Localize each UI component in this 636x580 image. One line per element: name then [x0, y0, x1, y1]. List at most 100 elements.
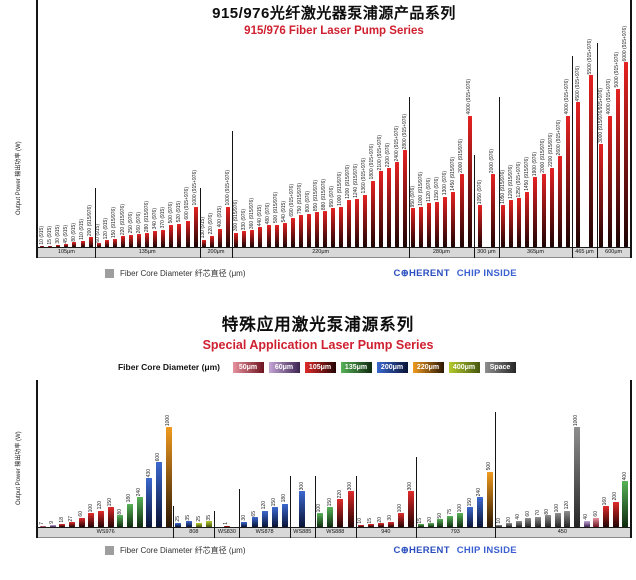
- bar-unit: 950 (976): [409, 186, 417, 247]
- bar-unit: 2200 (915/976): [548, 133, 556, 247]
- bar-value-label: 65: [251, 510, 257, 517]
- group-divider: [214, 510, 216, 538]
- bar-value-label: 950 (976): [329, 185, 336, 208]
- bar: [367, 524, 374, 527]
- group-axis-label: 940: [355, 527, 416, 538]
- bar-value-label: 80: [116, 508, 123, 515]
- bar-unit: 35: [184, 515, 194, 527]
- bar-value-label: 50: [436, 512, 443, 519]
- group-divider: [94, 187, 96, 258]
- bar-row: 4500 (915+976) 5500 (915+976): [572, 0, 597, 247]
- bar-unit: 1: [214, 522, 239, 527]
- group-axis-label: WS976: [38, 527, 174, 538]
- bar-value-label: 1450 (915/976): [523, 156, 530, 191]
- bar-unit: 1000 (915+976): [192, 170, 200, 247]
- bar-unit: 360 (915/976): [248, 198, 256, 247]
- bar-value-label: 15 (915): [46, 225, 53, 245]
- bar-unit: 180: [280, 494, 290, 527]
- bar-row: 10 15 20 30 100 300: [356, 380, 416, 527]
- bar-value-label: 690 (915+976): [289, 183, 296, 217]
- bar-unit: 150: [106, 498, 116, 527]
- bar-unit: 1200 (915/976): [507, 165, 515, 247]
- bar: [515, 520, 522, 527]
- bar-unit: 10 (915): [38, 226, 46, 247]
- bar-value-label: 1000 (915+976): [192, 170, 199, 206]
- bar-value-label: 500 (915/976): [273, 192, 280, 224]
- bar-unit: 100: [86, 504, 96, 527]
- bar-unit: 480 (976): [264, 203, 272, 247]
- bar-value-label: 440 (915): [256, 204, 263, 226]
- bar-unit: 18: [57, 517, 67, 527]
- bar-value-label: 1250 (915+976): [515, 161, 522, 198]
- bar: [583, 520, 590, 527]
- bar-value-label: 2200 (915/976): [548, 133, 555, 168]
- bar-unit: 25: [173, 516, 183, 527]
- legend-swatch-label: 105μm: [308, 363, 332, 371]
- group-divider: [232, 131, 234, 258]
- bar: [209, 235, 214, 247]
- legend-swatch-60μm: 60μm: [268, 361, 300, 373]
- bar-value-label: 70: [534, 510, 541, 516]
- bar: [39, 525, 46, 527]
- bar-value-label: 500: [486, 462, 493, 471]
- brand-suffix: CHIP INSIDE: [456, 267, 517, 279]
- bar-value-label: 200 (915/976): [87, 204, 94, 236]
- group-divider: [289, 476, 291, 538]
- bar-unit: 25: [194, 516, 204, 527]
- brand-c: C: [393, 267, 401, 279]
- bar-value-label: 7: [39, 521, 46, 525]
- bar-value-label: 45 (915): [62, 224, 69, 244]
- group-axis-label: 465 μm: [571, 247, 598, 258]
- bar-unit: 60: [77, 511, 87, 527]
- bar-value-label: 2100 (915+976): [377, 134, 384, 171]
- legend-swatch-Space: Space: [484, 361, 516, 373]
- bar: [451, 191, 456, 247]
- bar-unit: 500 (915/976): [273, 192, 281, 247]
- bar: [354, 198, 359, 247]
- bar-row: 1: [214, 380, 239, 527]
- brand-rest: HERENT: [408, 544, 450, 556]
- bar: [544, 515, 551, 527]
- bar: [290, 217, 295, 247]
- bar: [612, 501, 619, 527]
- bar-value-label: 370 (915): [159, 207, 166, 229]
- bar-unit: 1050 (915/976): [499, 170, 507, 247]
- bar-unit: 15: [366, 518, 376, 527]
- bar-unit: 690 (915+976): [289, 184, 297, 247]
- bar: [564, 510, 571, 527]
- bar: [517, 198, 522, 247]
- bar: [330, 208, 335, 247]
- gray-swatch-icon: [105, 545, 114, 555]
- bar-unit: 2000 (915/976): [458, 139, 466, 247]
- bar-group: 130 (915) 220 (976) 400 (915) 1000 (915+976…: [199, 0, 233, 258]
- bar-value-label: 100: [456, 503, 463, 512]
- bar: [129, 234, 134, 247]
- bar-unit: 600: [154, 453, 164, 527]
- bar: [49, 525, 56, 527]
- bar-unit: 220 (915/976): [119, 204, 127, 247]
- bar-value-label: 1150 (976): [433, 176, 440, 201]
- bar-value-label: 3000 (915/976/915+976): [597, 88, 604, 144]
- bar-value-label: 15: [417, 517, 424, 524]
- bar: [541, 174, 546, 247]
- bar-unit: 2400 (915+976): [393, 126, 401, 247]
- chart2-plot-area: 7 9 18 27 60 100 120 150 80 180 240 430 600 1000 WS976…: [36, 380, 632, 538]
- bar-unit: 1000 (915+976): [224, 170, 232, 247]
- bar-group: 60 (915) 120 (915) 150 (915/976) 220 (915/9…: [94, 0, 200, 258]
- group-axis-label: 135μm: [94, 247, 200, 258]
- bar-unit: 300: [346, 482, 356, 527]
- bar-value-label: 220 (976): [208, 213, 215, 235]
- bar: [56, 244, 61, 247]
- bar: [250, 230, 255, 247]
- bar-row: 7 9 18 27 60 100 120 150 80 180 240 430 600 1000: [38, 380, 173, 527]
- group-axis-label: 450: [494, 527, 630, 538]
- bar-unit: 160: [601, 497, 611, 527]
- bar-unit: 15: [416, 518, 426, 527]
- bar: [59, 523, 66, 527]
- group-divider: [571, 56, 573, 258]
- bar-value-label: 100: [316, 503, 323, 512]
- bar-value-label: 100: [87, 503, 94, 512]
- bar: [357, 525, 364, 527]
- bar: [467, 507, 474, 527]
- bar: [427, 202, 432, 247]
